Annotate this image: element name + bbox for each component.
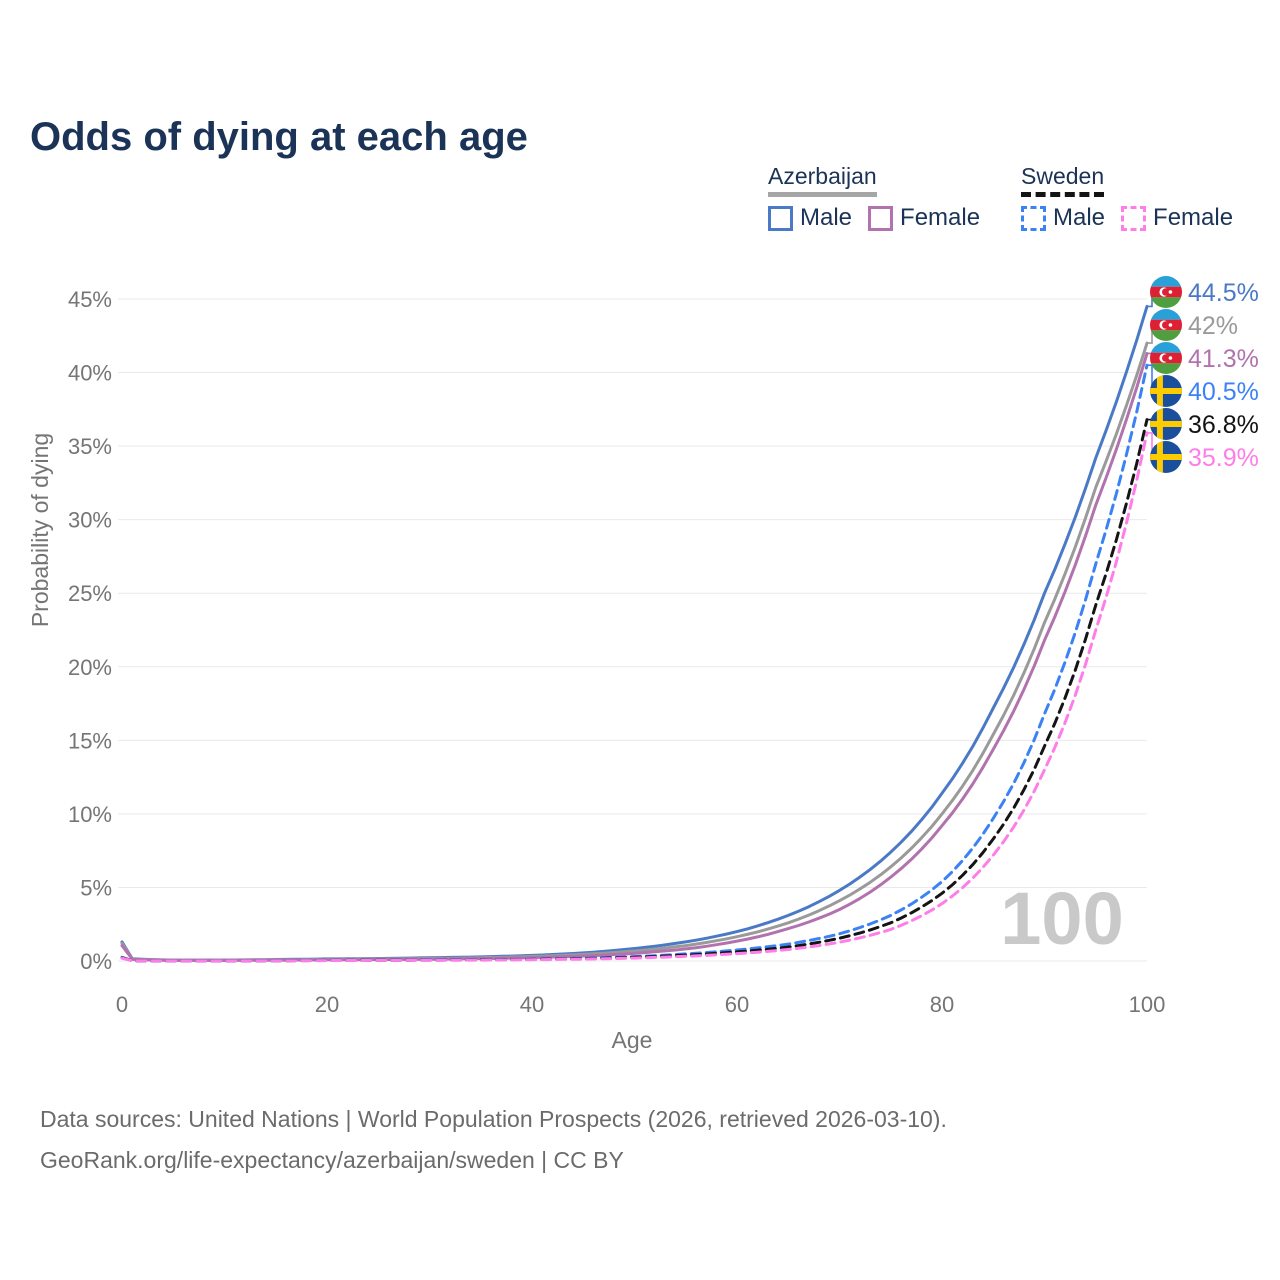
attribution-line: GeoRank.org/life-expectancy/azerbaijan/s… [40,1147,624,1173]
x-tick-label: 80 [930,992,954,1017]
legend-items-sweden: Male Female [1021,204,1233,232]
end-value-label-azerbaijan-male: 44.5% [1188,279,1259,307]
y-tick-label: 35% [68,434,112,459]
azerbaijan-flag-icon [1150,342,1182,374]
x-axis-title: Age [612,1027,653,1053]
legend-items-azerbaijan: Male Female [768,204,980,232]
end-value-label-azerbaijan-female: 41.3% [1188,345,1259,373]
series-line-azerbaijan-female[interactable] [120,351,1149,962]
y-tick-label: 10% [68,802,112,827]
y-tick-label: 20% [68,655,112,680]
legend-group-azerbaijan: Azerbaijan Male Female [768,163,980,232]
x-tick-label: 60 [725,992,749,1017]
azerbaijan-female-swatch-icon [868,205,894,231]
series-layer [120,304,1149,963]
y-tick-label: 40% [68,361,112,386]
legend-item-sweden-male[interactable]: Male [1021,204,1105,232]
end-label-layer: 44.5% 42% 41.3% 40.5% 36.8% 35.9% [1147,276,1259,473]
legend-country-label-sweden[interactable]: Sweden [1021,163,1105,197]
azerbaijan-male-swatch-icon [768,205,793,231]
x-tick-label: 100 [1129,992,1166,1017]
x-tick-label: 0 [116,992,128,1017]
end-value-label-azerbaijan-both: 42% [1188,312,1238,340]
sweden-flag-icon [1150,441,1182,473]
series-line-azerbaijan-male[interactable] [120,304,1149,962]
sweden-female-swatch-icon [1121,205,1147,231]
age-watermark: 100 [1000,877,1123,960]
azerbaijan-flag-icon [1150,276,1182,308]
end-value-label-sweden-male: 40.5% [1188,378,1259,406]
y-tick-label: 45% [68,287,112,312]
end-value-label-sweden-both: 36.8% [1188,411,1259,439]
y-tick-label: 30% [68,508,112,533]
legend-group-sweden: Sweden Male Female [1021,163,1233,232]
legend-item-azerbaijan-female[interactable]: Female [868,204,980,232]
x-tick-label: 40 [520,992,544,1017]
series-line-sweden-both[interactable] [120,418,1149,963]
y-tick-label: 15% [68,728,112,753]
y-axis-title: Probability of dying [27,433,53,627]
legend-item-label: Male [1053,204,1106,231]
legend-item-label: Female [900,204,981,231]
azerbaijan-flag-icon [1150,309,1182,341]
page-title: Odds of dying at each age [30,114,528,159]
sweden-male-swatch-icon [1021,205,1046,231]
series-line-sweden-male[interactable] [120,363,1149,963]
x-tick-label: 20 [315,992,339,1017]
sweden-flag-icon [1150,408,1182,440]
series-line-azerbaijan-both[interactable] [120,341,1149,962]
y-tick-label: 5% [80,875,112,900]
series-line-sweden-female[interactable] [120,431,1149,963]
legend-item-label: Male [800,204,853,231]
legend-item-azerbaijan-male[interactable]: Male [768,204,852,232]
end-value-label-sweden-female: 35.9% [1188,444,1259,472]
y-tick-label: 0% [80,949,112,974]
grid-layer: 0% 5% 10% 15% 20% 25% 30% 35% 40% 45% 0 20 40 60 80 100 [68,287,1165,1017]
legend-country-label-azerbaijan[interactable]: Azerbaijan [768,163,877,197]
legend-item-label: Female [1153,204,1234,231]
legend-item-sweden-female[interactable]: Female [1121,204,1233,232]
y-tick-label: 25% [68,581,112,606]
legend: Azerbaijan Male Female Sweden Male Femal… [0,163,1280,253]
sweden-flag-icon [1150,375,1182,407]
data-source-line: Data sources: United Nations | World Pop… [40,1106,947,1132]
